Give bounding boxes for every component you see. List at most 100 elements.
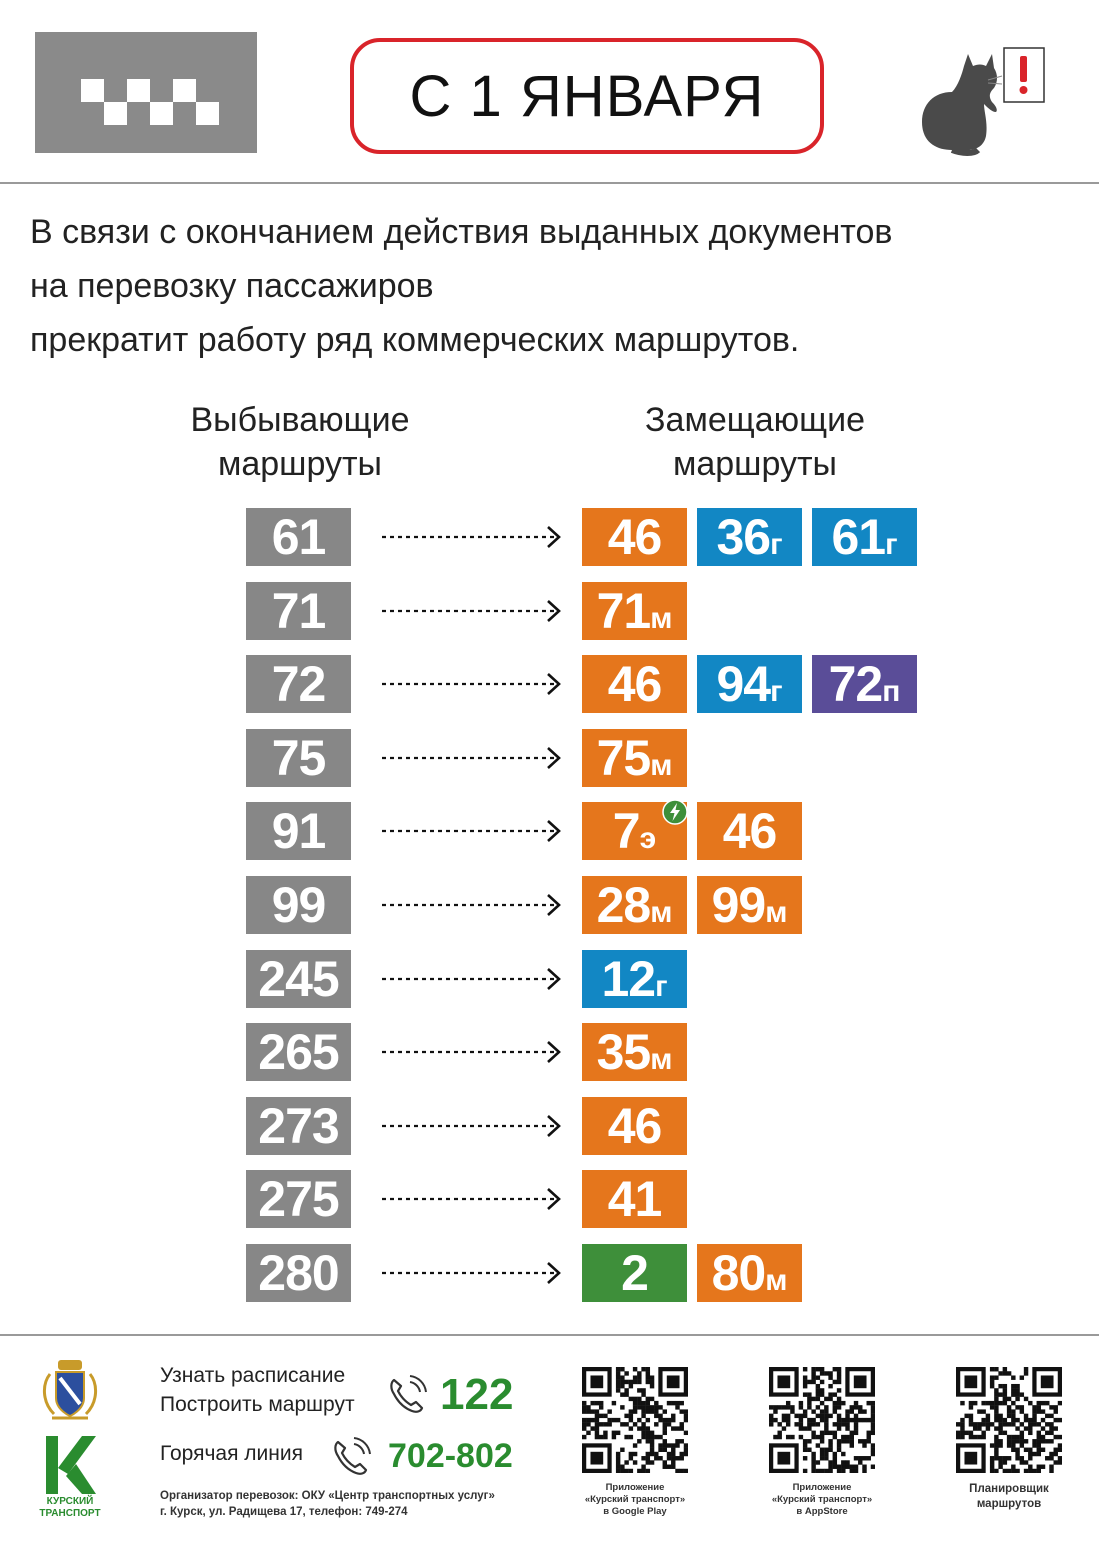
old-route-badge: 99 — [246, 876, 351, 934]
qr-appstore-caption: Приложение «Курский транспорт» в AppStor… — [752, 1482, 892, 1518]
dotted-arrow-icon — [382, 1188, 561, 1211]
dotted-arrow-icon — [382, 599, 561, 622]
new-route-badge: 75м — [582, 728, 687, 787]
address-text: г. Курск, ул. Радищева 17, телефон: 749-… — [160, 1506, 408, 1518]
new-route-badge: 61г — [812, 508, 917, 566]
old-route-badge: 265 — [246, 1023, 351, 1082]
new-route-badge: 80м — [697, 1244, 802, 1302]
route-number: 36 — [716, 509, 771, 565]
route-suffix: м — [765, 896, 788, 929]
route-row: 280 2 80м — [0, 1244, 1099, 1302]
footer-divider — [0, 1334, 1099, 1336]
short-number[interactable]: 122 — [440, 1370, 514, 1419]
route-suffix: г — [770, 675, 783, 709]
route-row: 273 46 — [0, 1096, 1099, 1155]
route-number: 94 — [716, 656, 771, 713]
old-route-badge: 245 — [246, 949, 351, 1008]
dotted-arrow-icon — [382, 894, 561, 916]
route-row: 71 71м — [0, 581, 1099, 640]
qr-google-play-caption: Приложение «Курский транспорт» в Google … — [565, 1482, 705, 1518]
new-route-badge: 46 — [697, 802, 802, 861]
dotted-arrow-icon — [382, 746, 561, 769]
date-title: С 1 ЯНВАРЯ — [350, 38, 824, 154]
route-suffix: э — [639, 822, 657, 856]
intro-line-2: на перевозку пассажиров — [30, 267, 434, 305]
taxi-checker-icon — [35, 32, 257, 153]
new-route-badge: 99м — [697, 876, 802, 934]
route-row: 72 46 94г 72п — [0, 655, 1099, 714]
route-suffix: м — [765, 1264, 788, 1297]
route-number: 46 — [722, 803, 778, 860]
route-suffix: м — [650, 601, 673, 635]
cat-with-exclamation-icon — [922, 47, 1045, 156]
route-number: 46 — [607, 1097, 663, 1154]
route-number: 41 — [607, 1171, 663, 1228]
old-routes-heading: Выбывающие маршруты — [150, 398, 450, 486]
dotted-arrow-icon — [382, 1114, 561, 1137]
qr-google-play-caption-line1: Приложение — [605, 1482, 665, 1493]
route-suffix: м — [650, 896, 673, 929]
route-suffix: г — [885, 528, 898, 561]
route-number: 80 — [711, 1245, 767, 1301]
route-number: 28 — [596, 877, 652, 933]
route-number: 2 — [621, 1245, 649, 1301]
route-label: Построить маршрут — [160, 1393, 355, 1416]
coat-of-arms-icon — [43, 1360, 97, 1420]
dotted-arrow-icon — [382, 1262, 561, 1284]
dotted-arrow-icon — [382, 967, 561, 990]
intro-line-1: В связи с окончанием действия выданных д… — [30, 213, 893, 251]
new-route-badge: 2 — [582, 1244, 687, 1302]
route-row: 245 12г — [0, 949, 1099, 1008]
old-route-badge: 75 — [246, 728, 351, 787]
route-row: 61 46 36г 61г — [0, 508, 1099, 566]
new-routes-heading-line1: Замещающие — [645, 401, 865, 439]
new-route-badge: 12г — [582, 949, 687, 1008]
new-route-badge: 71м — [582, 581, 687, 640]
route-row: 99 28м 99м — [0, 876, 1099, 934]
new-route-badge: 36г — [697, 508, 802, 566]
new-route-badge: 46 — [582, 655, 687, 714]
old-route-badge: 91 — [246, 802, 351, 861]
qr-route-planner-caption: Планировщик маршрутов — [939, 1482, 1079, 1512]
route-suffix: м — [650, 748, 673, 782]
new-routes-heading-line2: маршруты — [672, 445, 837, 483]
route-suffix: г — [770, 528, 783, 561]
route-row: 91 7э 46 — [0, 799, 1099, 861]
qr-code-route-planner[interactable] — [956, 1367, 1062, 1473]
new-route-badge: 41 — [582, 1170, 687, 1229]
route-suffix: п — [882, 675, 901, 709]
old-route-badge: 71 — [246, 581, 351, 640]
qr-google-play-caption-line2: «Курский транспорт» — [584, 1494, 686, 1505]
route-row: 75 75м — [0, 728, 1099, 787]
route-number: 12 — [601, 950, 656, 1007]
hotline-label: Горячая линия — [160, 1442, 303, 1465]
header-divider — [0, 182, 1099, 184]
route-number: 72 — [828, 656, 884, 713]
new-route-badge: 94г — [697, 655, 802, 714]
route-row: 265 35м — [0, 1023, 1099, 1082]
route-row: 275 41 — [0, 1170, 1099, 1229]
logo-caption: КУРСКИЙ ТРАНСПОРТ — [30, 1496, 110, 1520]
qr-code-appstore[interactable] — [769, 1367, 875, 1473]
hotline-phone-icon — [334, 1437, 371, 1475]
qr-code-google-play[interactable] — [582, 1367, 688, 1473]
dotted-arrow-icon — [382, 526, 561, 548]
old-routes-heading-line1: Выбывающие — [190, 401, 410, 439]
schedule-label: Узнать расписание — [160, 1364, 346, 1387]
route-number: 71 — [596, 582, 652, 639]
organizer-text: Организатор перевозок: ОКУ «Центр трансп… — [160, 1490, 495, 1502]
new-route-badge: 28м — [582, 876, 687, 934]
qr-google-play-caption-line3: в Google Play — [603, 1506, 667, 1517]
qr-route-planner-caption-line1: Планировщик — [969, 1483, 1049, 1495]
route-number: 7 — [612, 803, 641, 860]
old-routes-heading-line2: маршруты — [217, 445, 382, 483]
route-number: 99 — [711, 877, 767, 933]
old-route-badge: 275 — [246, 1170, 351, 1229]
dotted-arrow-icon — [382, 673, 561, 696]
hotline-number[interactable]: 702-802 — [388, 1437, 513, 1475]
route-suffix: г — [655, 969, 668, 1003]
dotted-arrow-icon — [382, 820, 561, 843]
phone-icon — [390, 1375, 427, 1413]
qr-route-planner-caption-line2: маршрутов — [976, 1498, 1042, 1510]
intro-line-3: прекратит работу ряд коммерческих маршру… — [30, 321, 800, 359]
